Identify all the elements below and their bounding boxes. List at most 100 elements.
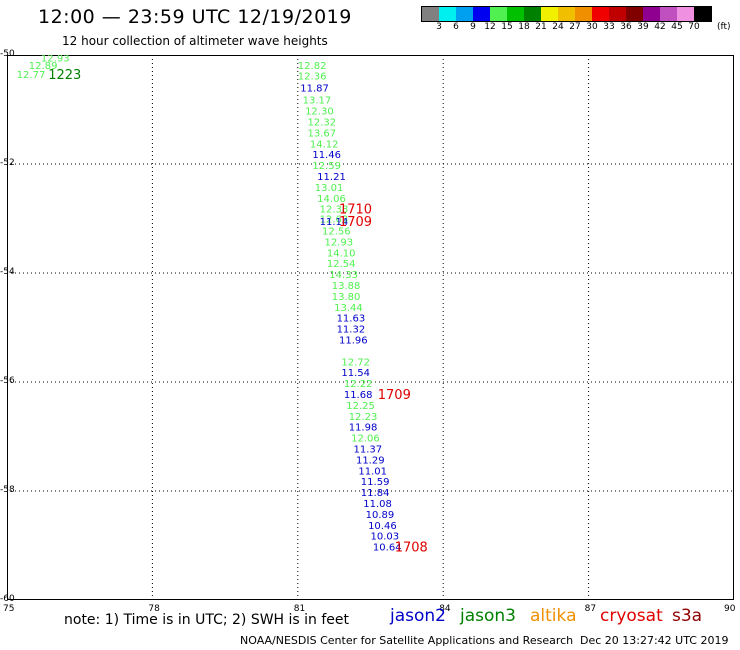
- data-label-jason2: 10.03: [371, 532, 400, 543]
- legend-swatch: [473, 7, 490, 21]
- y-tick-label: -52: [0, 158, 15, 168]
- legend-label: 70: [688, 22, 700, 32]
- satellite-cryosat: cryosat: [600, 606, 663, 626]
- legend-swatch: [626, 7, 643, 21]
- y-tick-label: -50: [0, 49, 15, 59]
- data-label-jason3: 12.54: [327, 259, 356, 270]
- data-label-jason3: 12.82: [298, 61, 327, 72]
- data-label-jason3: 14.10: [327, 248, 356, 259]
- satellite-jason2: jason2: [390, 606, 446, 626]
- data-label-jason3: 12.56: [322, 226, 351, 237]
- legend-swatch: [643, 7, 660, 21]
- legend-label: 9: [470, 22, 476, 32]
- page-title: 12:00 — 23:59 UTC 12/19/2019: [38, 6, 352, 28]
- x-tick-label: 75: [3, 604, 15, 614]
- wave-height-chart: 12.9312.8912.7712.8212.3613.1712.3012.32…: [7, 55, 734, 600]
- satellite-s3a: s3a: [672, 606, 703, 626]
- legend-swatch: [694, 7, 711, 21]
- legend-swatch: [558, 7, 575, 21]
- credit-line: NOAA/NESDIS Center for Satellite Applica…: [240, 634, 574, 647]
- y-tick-label: -58: [0, 485, 15, 495]
- legend-swatch: [575, 7, 592, 21]
- page-subtitle: 12 hour collection of altimeter wave hei…: [62, 34, 328, 48]
- data-label-jason3: 14.06: [317, 194, 346, 205]
- x-tick-label: 78: [148, 604, 160, 614]
- data-label-jason2: 10.46: [368, 521, 397, 532]
- legend-label: 33: [603, 22, 615, 32]
- data-label-jason2: 11.37: [354, 444, 383, 455]
- data-label-jason3: 12.06: [351, 434, 380, 445]
- y-tick-label: -56: [0, 376, 15, 386]
- data-label-jason3: 13.67: [307, 128, 336, 139]
- pass-time-label: 1709: [378, 388, 411, 403]
- data-label-jason3: 12.59: [312, 161, 341, 172]
- y-tick-label: -54: [0, 267, 15, 277]
- data-label-jason2: 11.96: [339, 335, 368, 346]
- plot-frame: [7, 55, 734, 600]
- data-label-jason3: 12.32: [307, 117, 336, 128]
- data-label-jason2: 11.29: [356, 455, 385, 466]
- legend-swatch: [541, 7, 558, 21]
- data-label-jason2: 11.63: [337, 314, 366, 325]
- data-label-jason3: 12.30: [305, 107, 334, 118]
- data-label-jason3: 13.80: [332, 292, 361, 303]
- legend-unit: (ft): [717, 22, 731, 32]
- data-label-jason3: 12.93: [41, 55, 70, 65]
- data-label-jason2: 11.59: [361, 477, 390, 488]
- data-label-jason2: 10.89: [366, 510, 395, 521]
- data-label-jason3: 12.63: [320, 215, 349, 226]
- legend-label: 42: [654, 22, 666, 32]
- data-label-jason2: 11.54: [341, 368, 370, 379]
- legend-label: 36: [620, 22, 632, 32]
- legend-swatch: [524, 7, 541, 21]
- generated-timestamp: Dec 20 13:27:42 UTC 2019: [580, 634, 729, 647]
- data-label-jason2: 11.32: [337, 325, 366, 336]
- data-label-jason2: 11.14: [320, 217, 349, 228]
- data-label-jason2: 10.64: [373, 543, 402, 554]
- data-label-jason3: 12.23: [349, 412, 378, 423]
- pass-time-label: 1223: [48, 68, 81, 83]
- x-tick-label: 84: [439, 604, 451, 614]
- legend-label: 24: [552, 22, 564, 32]
- legend-swatch: [609, 7, 626, 21]
- data-label-jason2: 11.87: [300, 84, 329, 95]
- data-label-jason2: 11.84: [361, 488, 390, 499]
- data-label-jason3: 12.22: [344, 379, 373, 390]
- data-label-jason3: 13.01: [315, 183, 344, 194]
- legend-swatch: [507, 7, 524, 21]
- legend-label: 12: [484, 22, 496, 32]
- pass-time-label: 1709: [339, 215, 372, 230]
- legend-label: 30: [586, 22, 598, 32]
- data-label-jason3: 14.12: [310, 139, 339, 150]
- data-label-jason3: 12.36: [298, 72, 327, 83]
- x-tick-label: 90: [724, 604, 736, 614]
- legend-label: 21: [535, 22, 547, 32]
- legend-swatch: [439, 7, 456, 21]
- data-label-jason3: 12.25: [346, 401, 375, 412]
- data-label-jason3: 12.93: [324, 237, 353, 248]
- data-label-jason3: 14.33: [329, 270, 358, 281]
- data-label-jason3: 13.44: [334, 303, 363, 314]
- data-label-jason2: 11.98: [349, 423, 378, 434]
- legend-label: 45: [671, 22, 683, 32]
- legend-label: 18: [518, 22, 530, 32]
- data-label-jason2: 11.08: [363, 499, 392, 510]
- legend-swatch: [490, 7, 507, 21]
- y-tick-label: -60: [0, 594, 15, 604]
- legend-label: 3: [436, 22, 442, 32]
- data-label-jason3: 12.72: [341, 357, 370, 368]
- data-label-jason3: 13.17: [303, 96, 332, 107]
- data-label-jason2: 11.21: [317, 172, 346, 183]
- legend-label: 27: [569, 22, 581, 32]
- x-tick-label: 81: [293, 604, 306, 614]
- legend-swatch: [677, 7, 694, 21]
- satellite-altika: altika: [530, 606, 577, 626]
- data-label-jason2: 11.68: [344, 390, 373, 401]
- color-scale-legend: [421, 6, 712, 22]
- data-label-jason3: 12.77: [17, 70, 46, 81]
- x-tick-label: 87: [584, 604, 597, 614]
- legend-swatch: [592, 7, 609, 21]
- legend-swatch: [456, 7, 473, 21]
- legend-label: 39: [637, 22, 649, 32]
- legend-swatch: [660, 7, 677, 21]
